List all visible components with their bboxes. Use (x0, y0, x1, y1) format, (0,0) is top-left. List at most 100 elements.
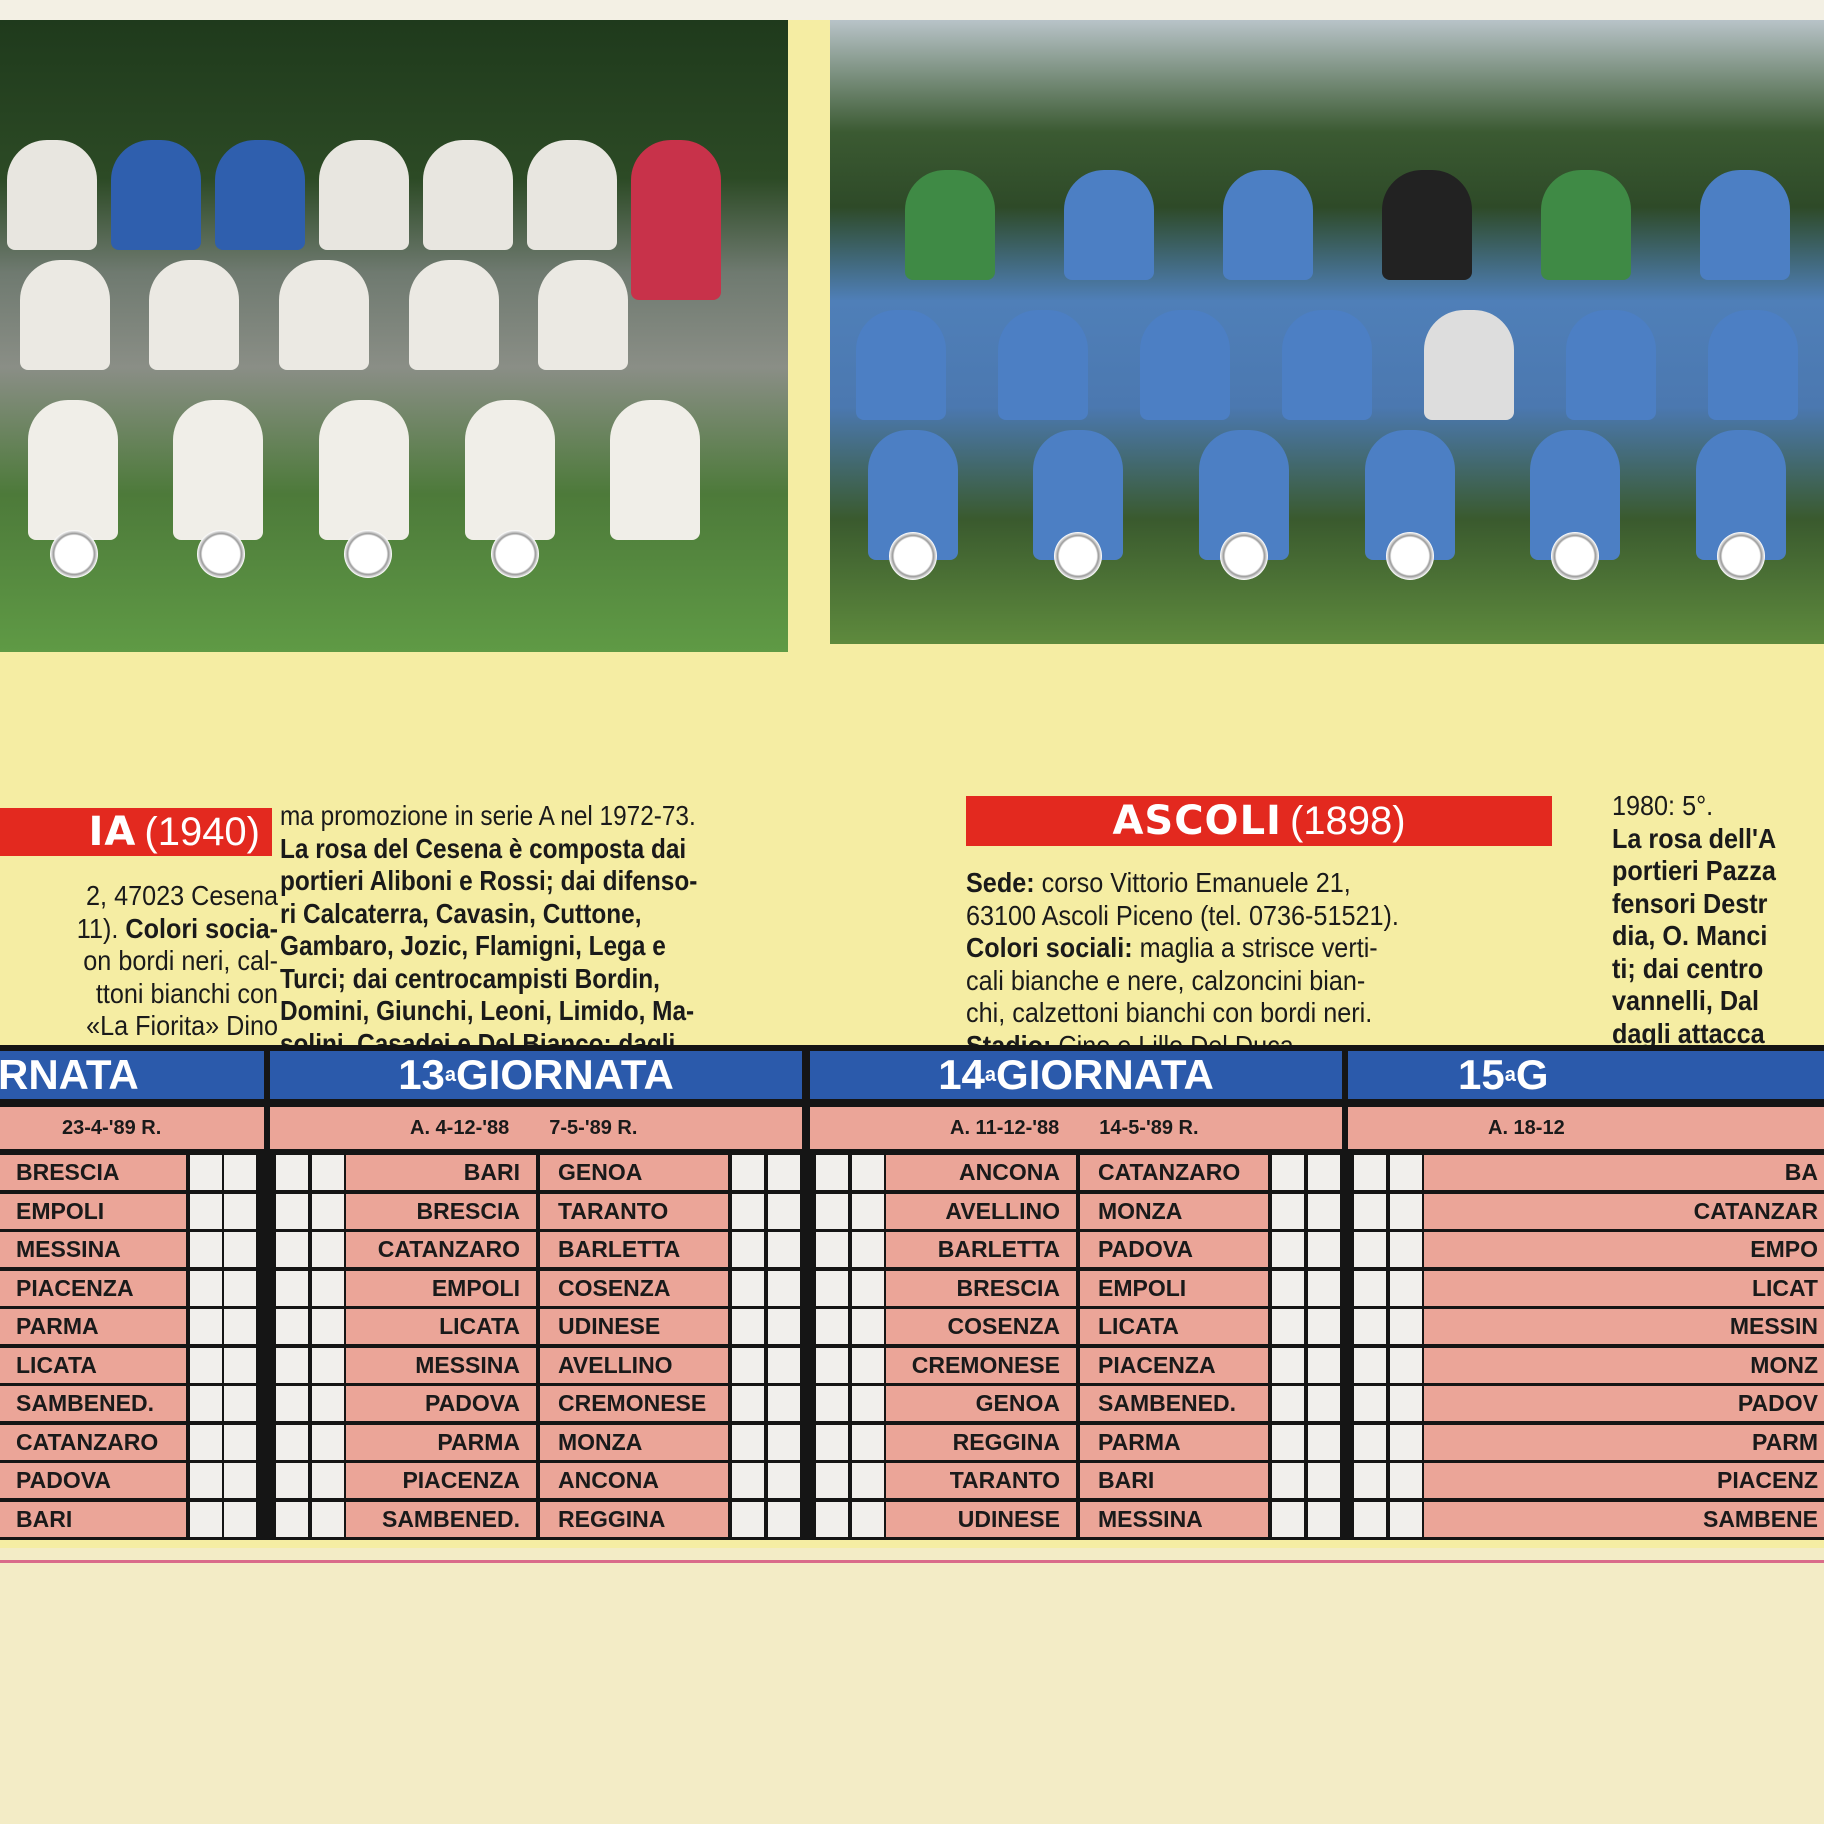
prediction-box[interactable] (1354, 1270, 1386, 1306)
prediction-box[interactable] (1354, 1424, 1386, 1460)
prediction-box[interactable] (1308, 1270, 1340, 1306)
prediction-box[interactable] (1272, 1232, 1304, 1267)
prediction-box[interactable] (732, 1424, 764, 1460)
prediction-box[interactable] (190, 1501, 222, 1537)
prediction-box[interactable] (816, 1232, 848, 1267)
prediction-box[interactable] (768, 1232, 800, 1267)
prediction-box[interactable] (768, 1155, 800, 1190)
prediction-box[interactable] (312, 1270, 344, 1306)
prediction-box[interactable] (276, 1424, 308, 1460)
prediction-box[interactable] (1354, 1347, 1386, 1383)
prediction-box[interactable] (190, 1232, 222, 1267)
prediction-box[interactable] (276, 1309, 308, 1344)
prediction-box[interactable] (816, 1386, 848, 1421)
prediction-box[interactable] (1272, 1463, 1304, 1498)
prediction-box[interactable] (1390, 1347, 1422, 1383)
prediction-box[interactable] (732, 1155, 764, 1190)
prediction-box[interactable] (852, 1232, 884, 1267)
prediction-box[interactable] (852, 1309, 884, 1344)
prediction-box[interactable] (852, 1386, 884, 1421)
prediction-box[interactable] (1354, 1155, 1386, 1190)
prediction-box[interactable] (1354, 1193, 1386, 1229)
prediction-box[interactable] (312, 1232, 344, 1267)
prediction-box[interactable] (1308, 1309, 1340, 1344)
prediction-box[interactable] (768, 1193, 800, 1229)
prediction-box[interactable] (852, 1193, 884, 1229)
prediction-box[interactable] (276, 1463, 308, 1498)
prediction-box[interactable] (276, 1386, 308, 1421)
prediction-box[interactable] (852, 1424, 884, 1460)
prediction-box[interactable] (1308, 1463, 1340, 1498)
prediction-box[interactable] (224, 1463, 256, 1498)
prediction-box[interactable] (852, 1155, 884, 1190)
prediction-box[interactable] (732, 1193, 764, 1229)
prediction-box[interactable] (1308, 1424, 1340, 1460)
prediction-box[interactable] (1272, 1501, 1304, 1537)
prediction-box[interactable] (276, 1193, 308, 1229)
prediction-box[interactable] (1272, 1193, 1304, 1229)
prediction-box[interactable] (312, 1463, 344, 1498)
prediction-box[interactable] (312, 1193, 344, 1229)
prediction-box[interactable] (1390, 1270, 1422, 1306)
prediction-box[interactable] (768, 1386, 800, 1421)
prediction-box[interactable] (732, 1501, 764, 1537)
prediction-box[interactable] (1272, 1270, 1304, 1306)
prediction-box[interactable] (816, 1424, 848, 1460)
prediction-box[interactable] (276, 1501, 308, 1537)
prediction-box[interactable] (1390, 1309, 1422, 1344)
prediction-box[interactable] (1390, 1424, 1422, 1460)
prediction-box[interactable] (816, 1463, 848, 1498)
prediction-box[interactable] (312, 1501, 344, 1537)
prediction-box[interactable] (816, 1309, 848, 1344)
prediction-box[interactable] (224, 1501, 256, 1537)
prediction-box[interactable] (1390, 1193, 1422, 1229)
prediction-box[interactable] (1354, 1386, 1386, 1421)
prediction-box[interactable] (190, 1424, 222, 1460)
prediction-box[interactable] (1390, 1155, 1422, 1190)
prediction-box[interactable] (1308, 1155, 1340, 1190)
prediction-box[interactable] (312, 1424, 344, 1460)
prediction-box[interactable] (1390, 1386, 1422, 1421)
prediction-box[interactable] (852, 1501, 884, 1537)
prediction-box[interactable] (852, 1463, 884, 1498)
prediction-box[interactable] (224, 1232, 256, 1267)
prediction-box[interactable] (816, 1193, 848, 1229)
prediction-box[interactable] (732, 1386, 764, 1421)
prediction-box[interactable] (224, 1386, 256, 1421)
prediction-box[interactable] (816, 1155, 848, 1190)
prediction-box[interactable] (732, 1347, 764, 1383)
prediction-box[interactable] (768, 1270, 800, 1306)
prediction-box[interactable] (190, 1386, 222, 1421)
prediction-box[interactable] (768, 1501, 800, 1537)
prediction-box[interactable] (732, 1232, 764, 1267)
prediction-box[interactable] (1308, 1232, 1340, 1267)
prediction-box[interactable] (852, 1270, 884, 1306)
prediction-box[interactable] (276, 1155, 308, 1190)
prediction-box[interactable] (1354, 1463, 1386, 1498)
prediction-box[interactable] (1308, 1386, 1340, 1421)
prediction-box[interactable] (224, 1424, 256, 1460)
prediction-box[interactable] (1272, 1155, 1304, 1190)
prediction-box[interactable] (768, 1463, 800, 1498)
prediction-box[interactable] (1308, 1347, 1340, 1383)
prediction-box[interactable] (224, 1193, 256, 1229)
prediction-box[interactable] (190, 1309, 222, 1344)
prediction-box[interactable] (312, 1347, 344, 1383)
prediction-box[interactable] (1272, 1309, 1304, 1344)
prediction-box[interactable] (732, 1463, 764, 1498)
prediction-box[interactable] (768, 1424, 800, 1460)
prediction-box[interactable] (852, 1347, 884, 1383)
prediction-box[interactable] (276, 1232, 308, 1267)
prediction-box[interactable] (224, 1347, 256, 1383)
prediction-box[interactable] (224, 1309, 256, 1344)
prediction-box[interactable] (768, 1347, 800, 1383)
prediction-box[interactable] (312, 1155, 344, 1190)
prediction-box[interactable] (732, 1309, 764, 1344)
prediction-box[interactable] (1354, 1501, 1386, 1537)
prediction-box[interactable] (816, 1501, 848, 1537)
prediction-box[interactable] (1272, 1347, 1304, 1383)
prediction-box[interactable] (768, 1309, 800, 1344)
prediction-box[interactable] (1308, 1193, 1340, 1229)
prediction-box[interactable] (1272, 1386, 1304, 1421)
prediction-box[interactable] (276, 1270, 308, 1306)
